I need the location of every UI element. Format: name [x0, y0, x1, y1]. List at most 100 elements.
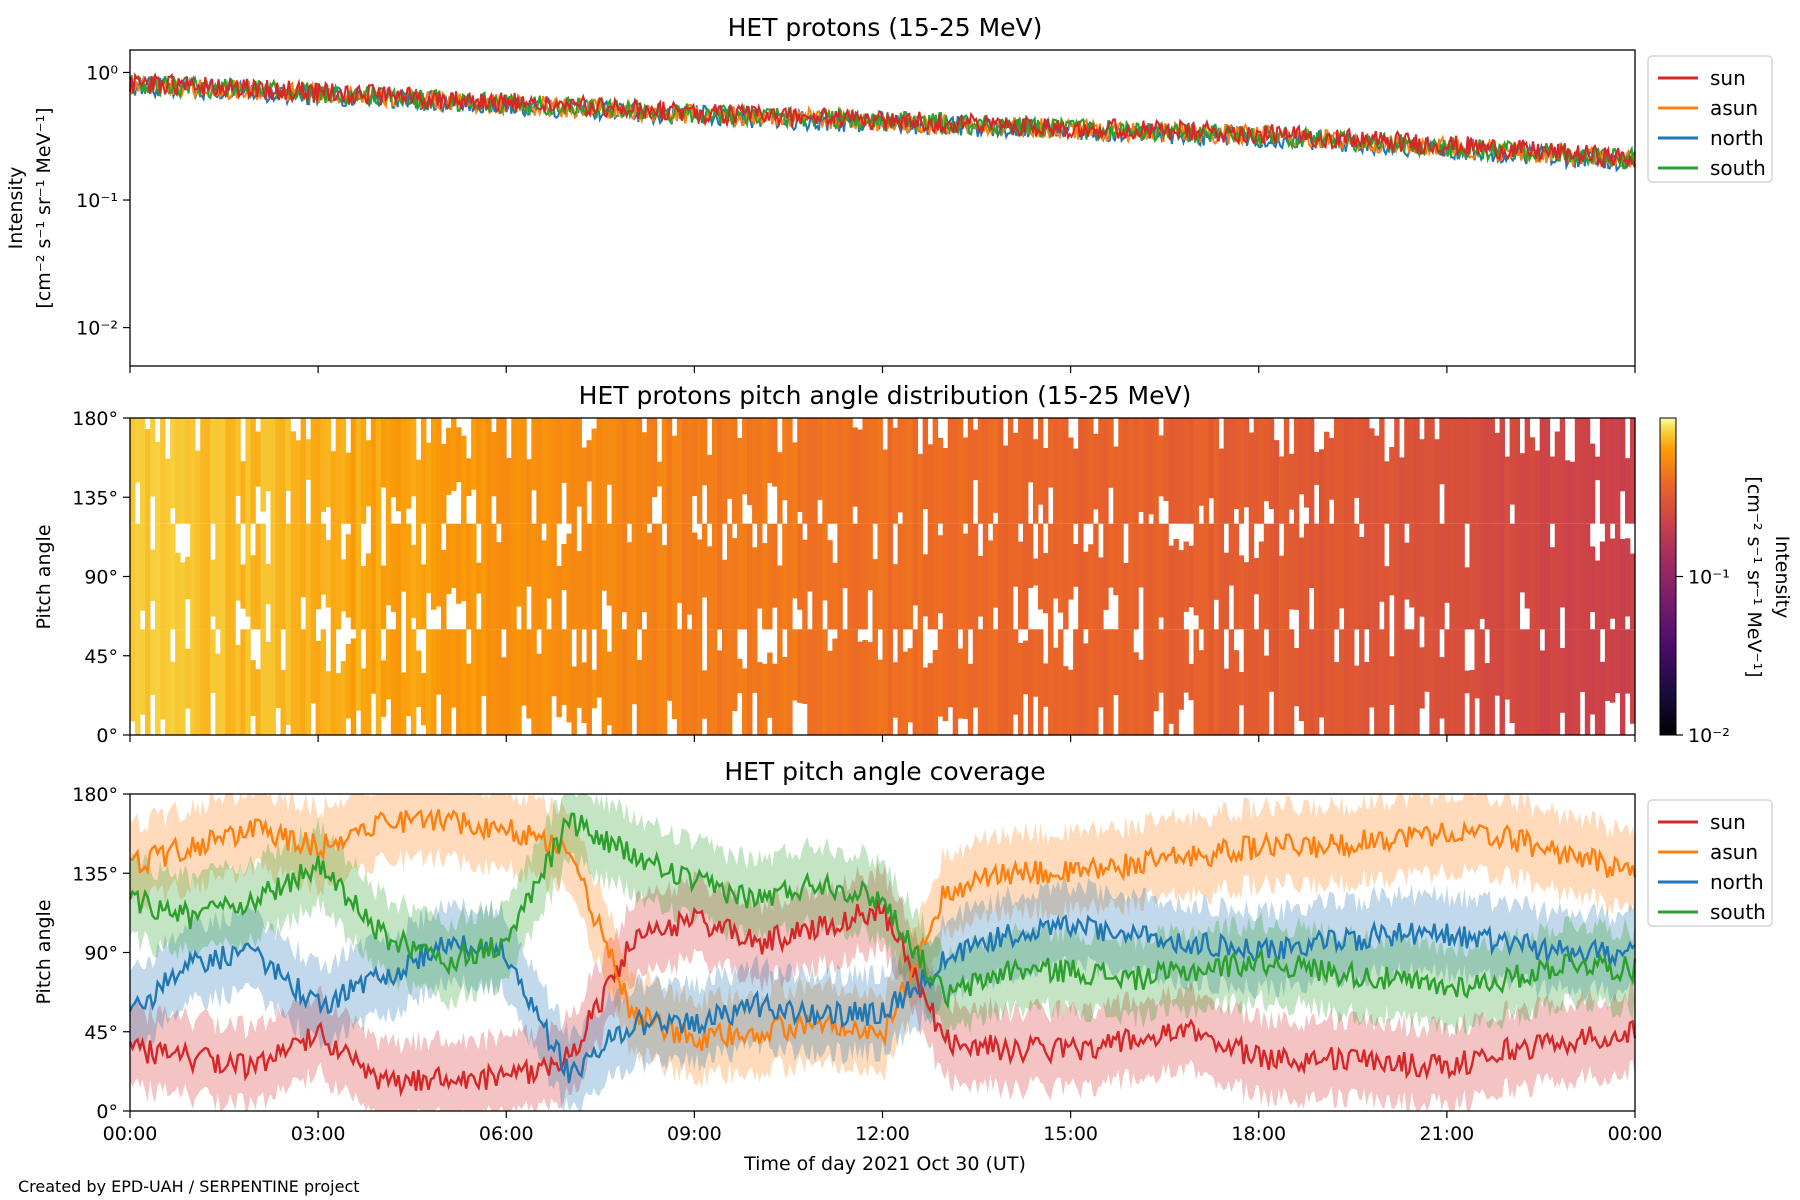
heatmap-cell	[757, 662, 763, 735]
heatmap-cell	[175, 629, 181, 735]
heatmap-cell	[882, 629, 888, 735]
heatmap-cell	[1053, 647, 1059, 735]
heatmap-cell	[596, 523, 602, 630]
heatmap-cell	[887, 523, 893, 630]
heatmap-cell	[1359, 629, 1365, 735]
heatmap-cell	[626, 629, 633, 735]
heatmap-cell	[616, 418, 623, 524]
heatmap-cell	[415, 459, 422, 524]
heatmap-cell	[511, 629, 517, 735]
heatmap-cell	[1479, 629, 1485, 735]
heatmap-cell	[310, 418, 317, 524]
heatmap-cell	[290, 523, 296, 630]
heatmap-cell	[270, 523, 276, 630]
band-north	[130, 877, 1635, 1111]
heatmap-cell	[656, 461, 663, 487]
heatmap-cell	[1323, 523, 1330, 630]
heatmap-cell	[1349, 629, 1355, 735]
heatmap-cell	[260, 418, 266, 512]
x-axis-ticks: 00:00 03:00 06:00 09:00 12:00 15:00 18:00 21:00…	[103, 366, 1662, 1145]
heatmap-cell	[315, 640, 322, 735]
heatmap-cell	[516, 523, 522, 607]
heatmap-cell	[1248, 523, 1255, 630]
heatmap-cell	[566, 533, 572, 630]
heatmap-cell	[551, 523, 557, 630]
heatmap-cell	[817, 523, 823, 630]
heatmap-cell	[1203, 418, 1209, 524]
heatmap-cell	[350, 638, 357, 735]
heatmap-cell	[1043, 663, 1049, 707]
heatmap-cell	[907, 418, 913, 524]
heatmap-cell	[1313, 452, 1320, 485]
heatmap-cell	[1123, 563, 1129, 630]
heatmap-cell	[1198, 650, 1204, 735]
heatmap-cell	[711, 418, 718, 524]
heatmap-cell	[360, 668, 367, 735]
heatmap-cell	[140, 523, 146, 611]
heatmap-cell	[1193, 418, 1199, 524]
heatmap-cell	[992, 523, 999, 608]
heatmap-cell	[1213, 418, 1220, 524]
heatmap-cell	[205, 523, 211, 630]
heatmap-cell	[1253, 418, 1260, 524]
heatmap-cell	[1268, 523, 1275, 630]
heatmap-cell	[1193, 629, 1199, 735]
heatmap-cell	[476, 418, 482, 524]
heatmap-cell	[270, 629, 276, 735]
heatmap-cell	[747, 418, 753, 506]
heatmap-cell	[1148, 523, 1154, 630]
heatmap-cell	[696, 418, 703, 524]
heatmap-cell	[1379, 629, 1385, 735]
heatmap-cell	[942, 629, 949, 722]
heatmap-cell	[425, 442, 432, 524]
heatmap-cell	[1022, 640, 1029, 695]
heatmap-cell	[1414, 523, 1420, 630]
heatmap-cell	[220, 418, 226, 524]
heatmap-cell	[1258, 541, 1265, 630]
heatmap-cell	[1439, 418, 1445, 485]
heatmap-cell	[586, 440, 592, 482]
heatmap-cell	[280, 523, 286, 630]
heatmap-cell	[1168, 545, 1174, 630]
heatmap-cell	[676, 523, 683, 604]
heatmap-cell	[1153, 418, 1159, 524]
heatmap-cell	[180, 562, 186, 630]
heatmap-cell	[160, 418, 166, 524]
heatmap-cell	[1459, 629, 1465, 735]
heatmap-cell	[1033, 629, 1039, 697]
heatmap-cell	[265, 418, 271, 492]
heatmap-cell	[1489, 523, 1495, 630]
heatmap-cell	[641, 523, 648, 613]
heatmap-cell	[742, 523, 748, 630]
heatmap-cell	[310, 523, 317, 630]
heatmap-cell	[636, 418, 643, 524]
heatmap-cell	[185, 648, 191, 709]
panel2-ylabel: Pitch angle	[33, 524, 55, 629]
heatmap-cell	[937, 437, 944, 524]
heatmap-cell	[787, 418, 793, 524]
heatmap-cell	[987, 540, 994, 630]
heatmap-cell	[1404, 418, 1410, 524]
heatmap-cell	[1118, 629, 1124, 735]
heatmap-cell	[837, 523, 843, 630]
heatmap-cell	[1549, 456, 1556, 524]
heatmap-cell	[932, 418, 939, 524]
heatmap-cell	[536, 418, 542, 524]
heatmap-cell	[937, 629, 944, 717]
heatmap-cell	[195, 523, 201, 630]
heatmap-cell	[867, 418, 873, 524]
heatmap-cell	[1514, 629, 1521, 735]
heatmap-cell	[1589, 629, 1596, 715]
heatmap-cell	[782, 523, 788, 630]
heatmap-cell	[1283, 418, 1290, 524]
heatmap-cell	[611, 418, 618, 524]
heatmap-cell	[616, 629, 623, 735]
heatmap-cell	[812, 523, 818, 630]
heatmap-cell	[1484, 523, 1490, 630]
heatmap-cell	[135, 523, 141, 630]
heatmap-cell	[601, 523, 607, 591]
heatmap-cell	[1599, 661, 1606, 735]
heatmap-cell	[1068, 437, 1074, 524]
legend-box	[1647, 799, 1773, 927]
heatmap-cell	[942, 523, 949, 630]
